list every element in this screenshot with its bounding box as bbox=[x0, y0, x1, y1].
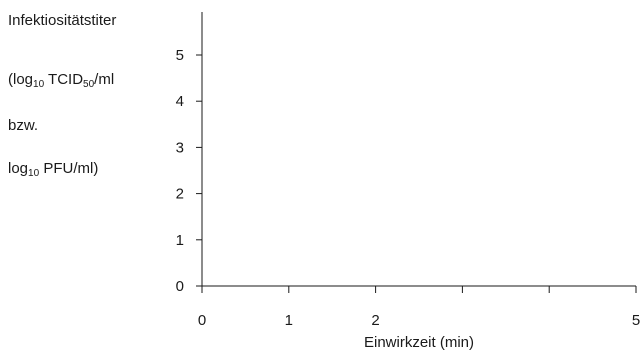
y-ticks: 0 1 2 3 4 5 bbox=[176, 47, 202, 295]
y-tick-label: 0 bbox=[176, 278, 184, 295]
x-tick-label: 2 bbox=[371, 312, 379, 329]
y-axis-label-line-2: (log10 TCID50/ml bbox=[8, 71, 115, 90]
y-axis-label-line-4: log10 PFU/ml) bbox=[8, 160, 99, 179]
x-ticks: 0 1 2 5 bbox=[198, 286, 640, 329]
y-axis-label-line-1: Infektiositätstiter bbox=[8, 12, 117, 29]
y-tick-label: 2 bbox=[176, 186, 184, 203]
x-tick-label: 1 bbox=[285, 312, 293, 329]
y-tick-label: 5 bbox=[176, 47, 184, 64]
y-axis-label-line-3: bzw. bbox=[8, 117, 39, 134]
x-axis-label: Einwirkzeit (min) bbox=[364, 334, 474, 351]
x-tick-label: 5 bbox=[632, 312, 640, 329]
y-tick-label: 3 bbox=[176, 139, 184, 156]
x-tick-label: 0 bbox=[198, 312, 206, 329]
y-tick-label: 4 bbox=[176, 93, 184, 110]
y-tick-label: 1 bbox=[176, 232, 184, 249]
